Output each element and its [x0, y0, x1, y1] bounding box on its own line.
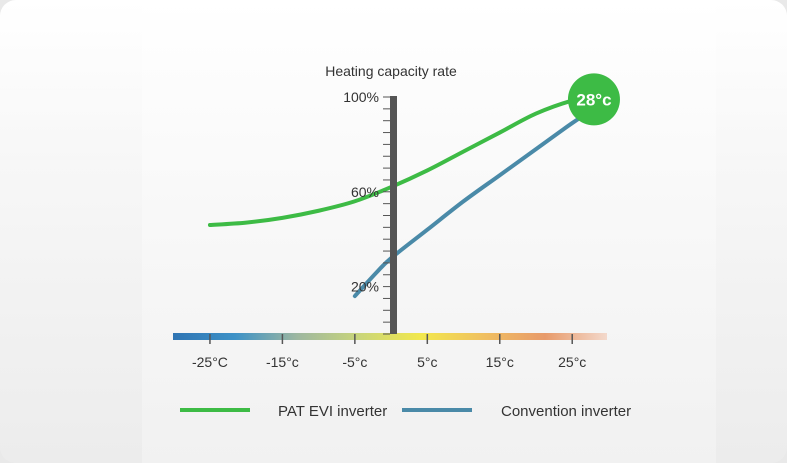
- x-tick-label: -15°c: [266, 354, 299, 370]
- series-line-pat-evi: [207, 95, 596, 227]
- badge-label: 28°c: [576, 90, 611, 109]
- legend-label-pat-evi: PAT EVI inverter: [278, 403, 387, 420]
- x-tick-label: -25°C: [192, 354, 228, 370]
- x-tick-label: -5°c: [342, 354, 367, 370]
- series-line-convention: [352, 106, 596, 299]
- x-tick-label: 5°c: [417, 354, 437, 370]
- y-axis-label: Heating capacity rate: [325, 63, 457, 79]
- y-tick-label: 100%: [343, 89, 379, 105]
- x-tick-label: 25°c: [558, 354, 586, 370]
- temperature-gradient-bar: [173, 333, 607, 340]
- legend-label-convention: Convention inverter: [501, 403, 631, 420]
- legend: PAT EVI inverter Convention inverter: [180, 403, 631, 420]
- max-temperature-badge: 28°c: [567, 73, 620, 126]
- y-tick-label: 20%: [351, 279, 379, 295]
- chart-panel: [142, 0, 716, 463]
- y-tick-label: 60%: [351, 184, 379, 200]
- badge-circle: [567, 73, 620, 126]
- y-axis-bar: [390, 96, 397, 334]
- x-tick-label: 15°c: [486, 354, 514, 370]
